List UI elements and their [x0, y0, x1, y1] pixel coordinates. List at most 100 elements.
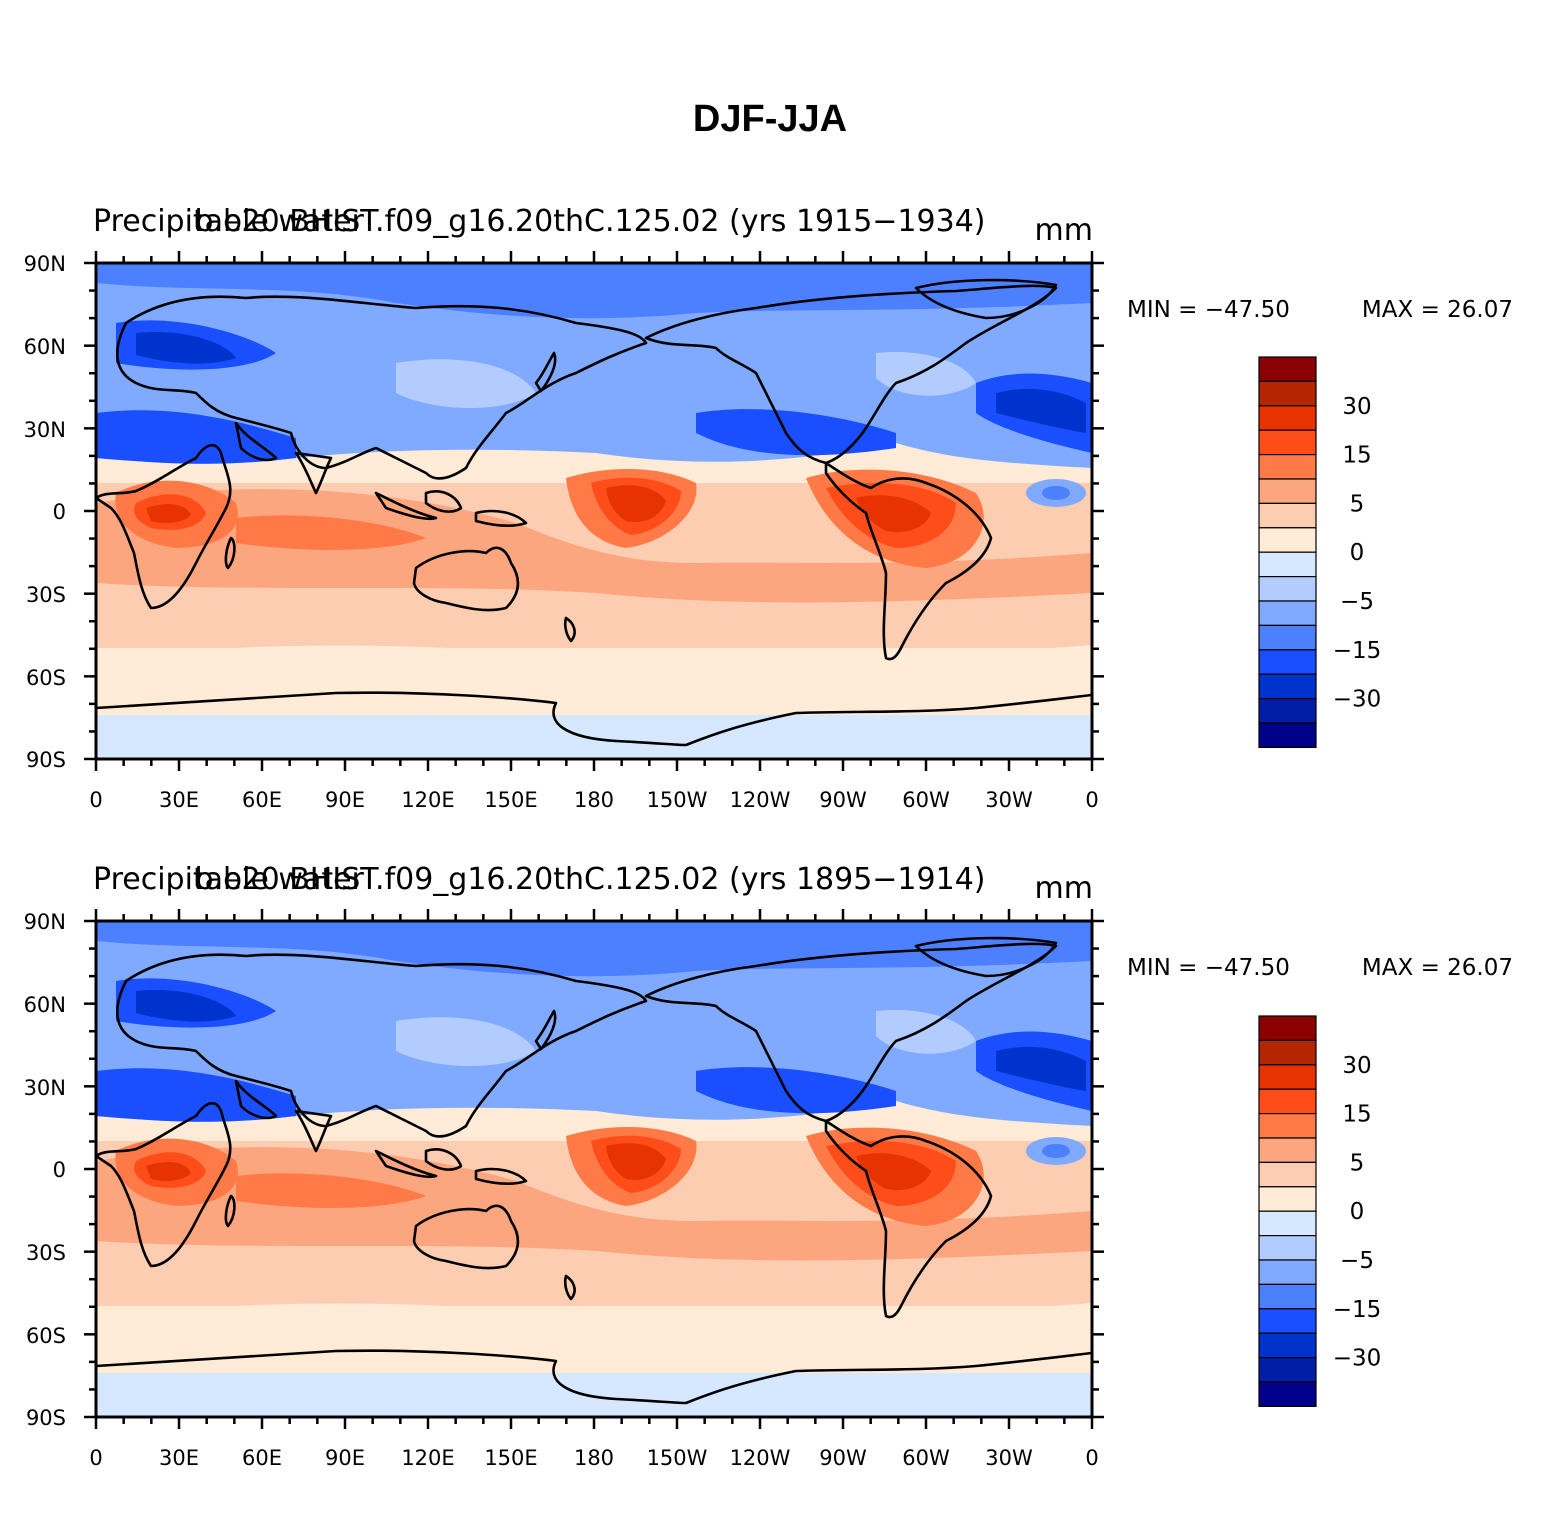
lat-label: 90N — [24, 252, 66, 276]
lon-label: 90W — [819, 1446, 867, 1470]
colorbar-label: 0 — [1350, 540, 1365, 566]
colorbar-box — [1258, 356, 1317, 382]
lon-label: 120E — [401, 1446, 454, 1470]
colorbar-box — [1258, 429, 1317, 456]
panel-1-min-label: MIN = −47.50 — [1127, 297, 1290, 323]
colorbar-label: 0 — [1350, 1199, 1365, 1225]
panel-2-max-label: MAX = 26.07 — [1362, 955, 1513, 981]
lon-label: 150W — [647, 1446, 708, 1470]
colorbar-box — [1258, 502, 1317, 529]
colorbar-label: −5 — [1340, 1248, 1374, 1274]
colorbar-box — [1258, 1234, 1317, 1261]
lon-label: 90E — [325, 1446, 365, 1470]
colorbar-box — [1258, 478, 1317, 504]
colorbar-box — [1258, 1015, 1317, 1041]
lon-label: 30W — [985, 788, 1033, 812]
colorbar-label: 5 — [1350, 1150, 1365, 1176]
lat-label: 30S — [26, 583, 66, 607]
colorbar-box — [1258, 1064, 1317, 1090]
colorbar-box — [1258, 405, 1317, 431]
lon-label: 30W — [985, 1446, 1033, 1470]
colorbar-box — [1258, 1039, 1317, 1066]
lon-label: 120W — [730, 788, 791, 812]
panel-1-map — [84, 251, 1104, 771]
lat-label: 60S — [26, 666, 66, 690]
panel-1-lat-labels: 90N 60N 30N 0 30S 60S 90S — [24, 252, 66, 772]
lon-label: 30E — [159, 1446, 199, 1470]
panel-2-lat-labels: 90N 60N 30N 0 30S 60S 90S — [24, 910, 66, 1430]
colorbar-box — [1258, 1332, 1317, 1359]
colorbar-box — [1258, 1186, 1317, 1212]
panel-2-units: mm — [1035, 871, 1093, 906]
lon-label: 0 — [89, 788, 102, 812]
panel-2-ticks — [84, 909, 1104, 1429]
colorbar-box — [1258, 527, 1317, 553]
panel-2: Precipitable water b.e20.BHIST.f09_g16.2… — [24, 862, 1513, 1470]
colorbar-box — [1258, 649, 1317, 675]
lat-label: 60S — [26, 1324, 66, 1348]
colorbar-box — [1258, 1259, 1317, 1285]
panel-1-lon-labels: 0 30E 60E 90E 120E 150E 180 150W 120W 90W 60W 30W 0 — [89, 788, 1098, 812]
colorbar-box — [1258, 722, 1317, 748]
lon-label: 60W — [902, 1446, 950, 1470]
lat-label: 0 — [53, 1158, 66, 1182]
lat-label: 30N — [24, 418, 66, 442]
panel-1-ticks — [84, 251, 1104, 771]
lon-label: 150E — [484, 788, 537, 812]
colorbar-box — [1258, 1308, 1317, 1334]
colorbar-label: 15 — [1342, 1102, 1371, 1128]
lat-label: 30S — [26, 1241, 66, 1265]
lon-label: 0 — [89, 1446, 102, 1470]
panel-2-colorbar: 30 15 5 0 −5 −15 −30 — [1258, 1015, 1382, 1407]
panel-2-min-label: MIN = −47.50 — [1127, 955, 1290, 981]
colorbar-label: −15 — [1333, 638, 1382, 664]
lon-label: 180 — [574, 788, 614, 812]
colorbar-box — [1258, 380, 1317, 407]
panel-1-colorbar: 30 15 5 0 −5 −15 −30 — [1258, 356, 1382, 748]
colorbar-box — [1258, 1137, 1317, 1163]
colorbar-box — [1258, 551, 1317, 578]
colorbar-box — [1258, 1283, 1317, 1310]
panel-2-center-string: b.e20.BHIST.f09_g16.20thC.125.02 (yrs 18… — [194, 862, 985, 897]
lon-label: 150W — [647, 788, 708, 812]
lon-label: 90W — [819, 788, 867, 812]
colorbar-label: 30 — [1342, 1053, 1371, 1079]
lon-label: 60E — [242, 788, 282, 812]
colorbar-box — [1258, 1381, 1317, 1407]
panel-2-map — [84, 909, 1104, 1429]
lat-label: 0 — [53, 500, 66, 524]
panel-1-center-string: b.e20.BHIST.f09_g16.20thC.125.02 (yrs 19… — [194, 204, 985, 239]
colorbar-box — [1258, 697, 1317, 724]
panel-1: Precipitable water b.e20.BHIST.f09_g16.2… — [24, 204, 1513, 812]
colorbar-box — [1258, 1356, 1317, 1383]
lat-label: 60N — [24, 993, 66, 1017]
panel-1-max-label: MAX = 26.07 — [1362, 297, 1513, 323]
lat-label: 60N — [24, 335, 66, 359]
lat-label: 90S — [26, 1406, 66, 1430]
colorbar-box — [1258, 673, 1317, 700]
colorbar-label: 15 — [1342, 443, 1371, 469]
colorbar-label: −30 — [1333, 1346, 1382, 1372]
colorbar-label: 5 — [1350, 491, 1365, 517]
colorbar-box — [1258, 600, 1317, 626]
lat-label: 30N — [24, 1076, 66, 1100]
lon-label: 60W — [902, 788, 950, 812]
lon-label: 120E — [401, 788, 454, 812]
colorbar-box — [1258, 454, 1317, 480]
colorbar-box — [1258, 575, 1317, 602]
lon-label: 120W — [730, 1446, 791, 1470]
colorbar-box — [1258, 1210, 1317, 1237]
colorbar-label: −30 — [1333, 687, 1382, 713]
lon-label: 0 — [1085, 1446, 1098, 1470]
panel-2-left-string: Precipitable water — [93, 862, 365, 897]
colorbar-label: 30 — [1342, 394, 1371, 420]
lon-label: 60E — [242, 1446, 282, 1470]
lon-label: 90E — [325, 788, 365, 812]
lon-label: 180 — [574, 1446, 614, 1470]
lon-label: 0 — [1085, 788, 1098, 812]
lon-label: 30E — [159, 788, 199, 812]
panel-2-lon-labels: 0 30E 60E 90E 120E 150E 180 150W 120W 90W 60W 30W 0 — [89, 1446, 1098, 1470]
colorbar-label: −15 — [1333, 1297, 1382, 1323]
panel-1-units: mm — [1035, 213, 1093, 248]
